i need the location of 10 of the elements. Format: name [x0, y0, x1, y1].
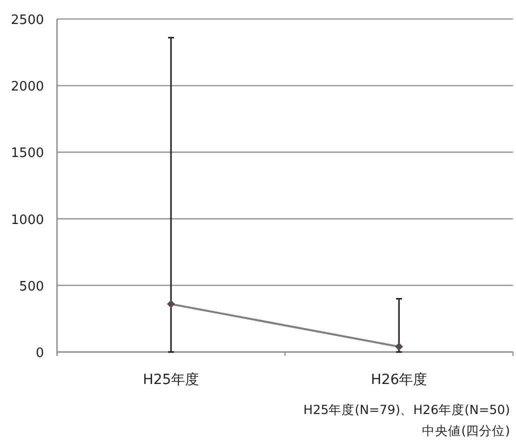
y-tick-label: 500 [19, 279, 44, 294]
y-tick-label: 1500 [10, 146, 44, 162]
y-tick-label: 2000 [10, 80, 44, 95]
x-tick-label: H26年度 [370, 372, 428, 388]
x-tick-label: H25年度 [142, 372, 200, 388]
y-tick-label: 1000 [10, 212, 44, 228]
y-tick-label: 0 [36, 346, 44, 361]
text: 中央値(四分位) [422, 423, 510, 438]
y-tick-label: 2500 [10, 13, 44, 28]
text: H25年度(N=79)、H26年度(N=50) [303, 402, 510, 417]
